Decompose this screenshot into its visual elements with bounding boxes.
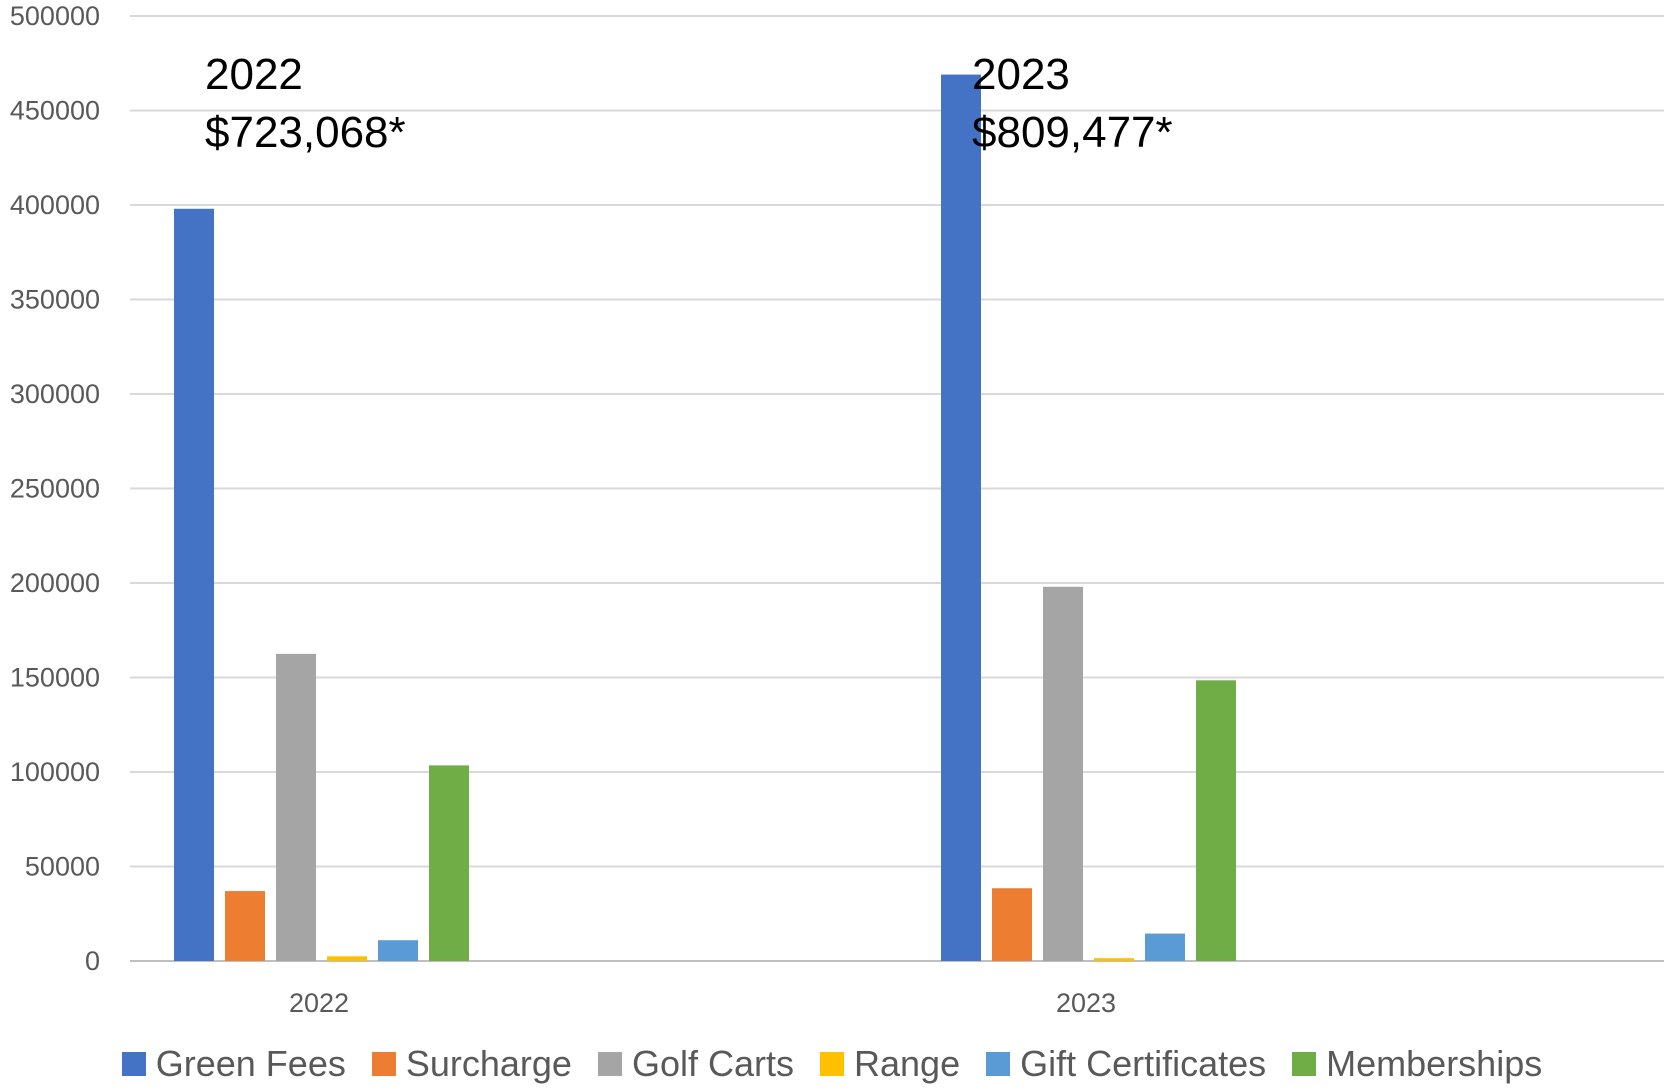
- gridlines: [130, 15, 1664, 962]
- x-tick-label: 2023: [1056, 988, 1116, 1018]
- bar-gift-certificates-2023: [1145, 933, 1185, 961]
- bar-gift-certificates-2022: [378, 940, 418, 961]
- x-tick-label: 2022: [289, 988, 349, 1018]
- y-tick-label: 450000: [10, 96, 100, 126]
- legend-swatch: [121, 1052, 146, 1076]
- annotation-year: 2023: [972, 50, 1070, 99]
- legend-item: Golf Carts: [597, 1043, 794, 1085]
- legend-item: Gift Certificates: [986, 1043, 1266, 1085]
- legend-label: Range: [854, 1043, 961, 1084]
- legend: Green Fees Surcharge Golf Carts Range Gift C…: [0, 1040, 1664, 1088]
- bar-green-fees-2023: [941, 74, 981, 962]
- x-axis-labels: 2022 2023: [289, 988, 1116, 1018]
- legend-swatch: [820, 1052, 844, 1076]
- legend-swatch: [371, 1052, 396, 1076]
- y-tick-label: 500000: [10, 1, 100, 31]
- bar-chart: 0 50000 100000 150000 200000 250000 300000 3500…: [10, 1, 1664, 1018]
- legend-label: Green Fees: [155, 1043, 346, 1084]
- legend-item: Memberships: [1292, 1043, 1542, 1085]
- y-tick-label: 300000: [10, 379, 100, 409]
- y-tick-label: 50000: [25, 852, 100, 882]
- y-tick-label: 100000: [10, 757, 100, 787]
- y-tick-label: 0: [85, 946, 100, 976]
- bar-golf-carts-2022: [276, 653, 316, 961]
- legend-item: Range: [820, 1043, 960, 1085]
- legend-label: Golf Carts: [631, 1043, 794, 1084]
- annotation-year: 2022: [205, 50, 303, 99]
- bar-range-2023: [1094, 958, 1134, 961]
- legend-swatch: [597, 1052, 622, 1076]
- legend-swatch: [1292, 1052, 1317, 1076]
- legend-swatch: [986, 1052, 1011, 1076]
- legend-label: Memberships: [1326, 1043, 1543, 1084]
- bar-range-2022: [327, 956, 367, 961]
- legend-label: Surcharge: [405, 1043, 572, 1084]
- bars: [174, 74, 1236, 962]
- annotation-total: $723,068*: [205, 108, 406, 157]
- bar-surcharge-2022: [225, 891, 265, 961]
- y-tick-label: 350000: [10, 285, 100, 315]
- annotation-total: $809,477*: [972, 108, 1173, 157]
- y-tick-label: 250000: [10, 474, 100, 504]
- y-axis-ticks: 0 50000 100000 150000 200000 250000 300000 3500…: [10, 1, 100, 976]
- legend-item: Green Fees: [121, 1043, 346, 1085]
- annotations: 2022 $723,068* 2023 $809,477*: [205, 50, 1173, 157]
- y-tick-label: 400000: [10, 190, 100, 220]
- legend-item: Surcharge: [371, 1043, 572, 1085]
- bar-green-fees-2022: [174, 208, 214, 961]
- bar-memberships-2023: [1196, 680, 1236, 961]
- bar-memberships-2022: [429, 765, 469, 961]
- legend-label: Gift Certificates: [1020, 1043, 1267, 1084]
- bar-surcharge-2023: [992, 888, 1032, 961]
- y-tick-label: 150000: [10, 663, 100, 693]
- bar-golf-carts-2023: [1043, 586, 1083, 961]
- y-tick-label: 200000: [10, 568, 100, 598]
